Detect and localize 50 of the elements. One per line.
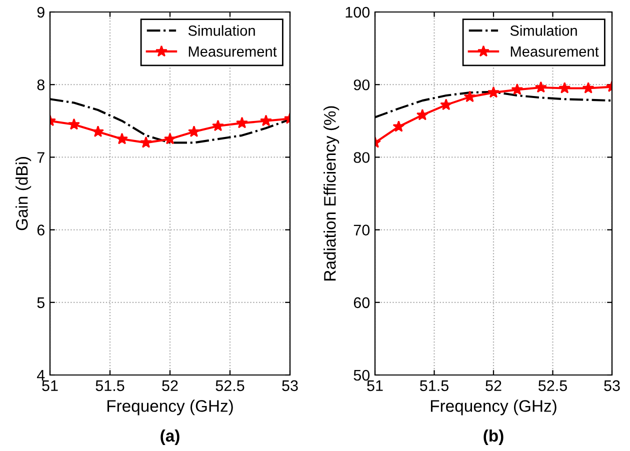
x-tick-label: 51.5 [96, 380, 124, 392]
x-tick-label: 53 [604, 380, 620, 392]
x-tick-label: 51 [42, 380, 58, 392]
y-tick-label: 100 [346, 6, 370, 18]
point [511, 83, 524, 95]
point [140, 136, 152, 148]
point [488, 86, 500, 98]
legend-label: Simulation [188, 25, 255, 36]
x-axis-title: Frequency (GHz) [107, 400, 233, 416]
x-axis-title: Frequency (GHz) [430, 400, 556, 416]
point [558, 82, 571, 94]
point [92, 126, 104, 137]
x-tick-label: 51 [367, 380, 383, 392]
y-tick-label: 90 [354, 79, 370, 90]
y-tick-label: 60 [354, 297, 370, 308]
point [416, 108, 428, 120]
y-tick-label: 70 [354, 224, 370, 236]
point [392, 120, 405, 132]
point [260, 114, 272, 126]
y-tick-label: 6 [37, 224, 44, 236]
x-tick-label: 52.5 [216, 380, 244, 392]
text: (a) [160, 429, 180, 445]
x-tick-label: 52 [162, 380, 178, 392]
point [534, 81, 547, 93]
y-tick-label: 8 [37, 79, 44, 90]
legend-label: Simulation [510, 25, 577, 36]
point [212, 120, 224, 132]
text: (b) [484, 429, 504, 445]
point [236, 116, 248, 128]
x-tick-label: 51.5 [420, 380, 448, 392]
y-axis-title: Radiation Efficiency (%) [324, 106, 340, 280]
y-tick-label: 50 [354, 370, 370, 381]
point [116, 132, 128, 144]
x-tick-label: 52.5 [538, 380, 567, 392]
y-tick-label: 80 [354, 152, 370, 163]
point [188, 126, 200, 137]
point [440, 98, 452, 110]
point [464, 90, 476, 102]
x-tick-label: 52 [486, 380, 502, 392]
point [68, 118, 80, 130]
y-tick-label: 7 [37, 152, 44, 163]
y-axis-title: Gain (dBi) [16, 157, 32, 230]
point [164, 132, 176, 144]
legend-label: Measurement [510, 46, 599, 57]
y-tick-label: 9 [37, 6, 44, 18]
legend-label: Measurement [188, 46, 277, 57]
y-tick-label: 5 [37, 297, 44, 308]
point [582, 82, 594, 94]
x-tick-label: 53 [282, 380, 298, 392]
y-tick-label: 4 [36, 370, 45, 381]
